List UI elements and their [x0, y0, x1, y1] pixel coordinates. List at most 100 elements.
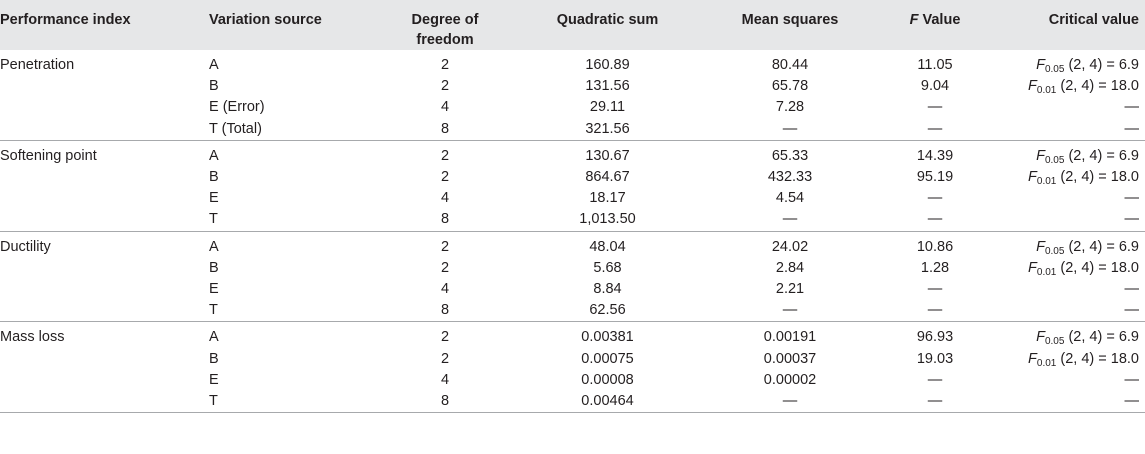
degree-of-freedom-cell: 2	[440, 147, 450, 164]
degree-of-freedom-cell: 2	[440, 238, 450, 255]
performance-index-cell	[0, 391, 205, 413]
f-value-cell: —	[927, 211, 943, 228]
group-penetration: Penetration A 2 160.89 80.44 11.05 F0.05 (2, 4…	[0, 50, 1145, 141]
mean-squares-cell: 0.00037	[763, 350, 817, 367]
critical-value-cell: —	[1124, 302, 1140, 319]
degree-of-freedom-cell: 8	[440, 302, 450, 319]
performance-index-cell: Mass loss	[0, 329, 65, 346]
critical-f-symbol: F	[1036, 57, 1045, 73]
table-row: E (Error) 4 29.11 7.28 — —	[0, 97, 1145, 118]
quadratic-sum-cell: 29.11	[589, 99, 626, 116]
performance-index-cell	[0, 97, 205, 118]
mean-squares-cell: —	[782, 120, 798, 137]
critical-value-cell: F0.01 (2, 4) = 18.0	[990, 349, 1145, 370]
header-variation-source: Variation source	[209, 12, 322, 28]
mean-squares-cell: 80.44	[771, 57, 809, 73]
header-mean-squares: Mean squares	[741, 12, 839, 28]
f-value-cell: —	[927, 99, 943, 116]
critical-value-cell: F0.05 (2, 4) = 6.9	[990, 322, 1145, 349]
critical-value-text: (2, 4) = 6.9	[1064, 329, 1139, 346]
variation-source-cell: B	[209, 259, 219, 276]
quadratic-sum-cell: 321.56	[585, 120, 630, 137]
anova-table: Performance index Variation source Degre…	[0, 0, 1145, 413]
mean-squares-cell: —	[782, 211, 798, 228]
performance-index-cell	[0, 349, 205, 370]
f-value-cell: 96.93	[916, 329, 954, 346]
performance-index-cell	[0, 258, 205, 279]
variation-source-cell: T (Total)	[209, 120, 262, 137]
mean-squares-cell: 0.00191	[763, 329, 817, 346]
critical-f-symbol: F	[1028, 169, 1037, 186]
mean-squares-cell: —	[782, 302, 798, 319]
critical-value-cell: —	[1124, 393, 1140, 410]
degree-of-freedom-cell: 8	[440, 393, 450, 410]
critical-f-symbol: F	[1036, 329, 1045, 346]
performance-index-cell	[0, 188, 205, 209]
f-value-cell: —	[927, 190, 943, 207]
variation-source-cell: B	[209, 350, 219, 367]
quadratic-sum-cell: 0.00008	[581, 371, 634, 388]
quadratic-sum-cell: 864.67	[585, 169, 630, 186]
f-value-cell: 11.05	[917, 57, 953, 73]
header-row: Performance index Variation source Degre…	[0, 0, 1145, 50]
critical-f-symbol: F	[1028, 78, 1037, 95]
quadratic-sum-cell: 0.00381	[581, 329, 634, 346]
degree-of-freedom-cell: 4	[440, 281, 450, 298]
quadratic-sum-cell: 131.56	[585, 78, 630, 95]
critical-value-cell: F0.01 (2, 4) = 18.0	[990, 258, 1145, 279]
group-ductility: Ductility A 2 48.04 24.02 10.86 F0.05 (2, 4) =…	[0, 231, 1145, 322]
mean-squares-cell: 7.28	[775, 99, 805, 116]
table-row: B 2 0.00075 0.00037 19.03 F0.01 (2, 4) = 18.0	[0, 349, 1145, 370]
variation-source-cell: E (Error)	[209, 99, 265, 116]
group-mass-loss: Mass loss A 2 0.00381 0.00191 96.93 F0.05 (2, …	[0, 322, 1145, 413]
f-value-cell: —	[927, 120, 943, 137]
critical-f-symbol: F	[1036, 147, 1045, 164]
critical-value-cell: F0.05 (2, 4) = 6.9	[990, 140, 1145, 167]
performance-index-cell	[0, 209, 205, 231]
table-row: E 4 0.00008 0.00002 — —	[0, 370, 1145, 391]
mean-squares-cell: 2.84	[775, 259, 805, 276]
performance-index-cell	[0, 279, 205, 300]
mean-squares-cell: 24.02	[771, 238, 809, 255]
header-quadratic-sum: Quadratic sum	[556, 12, 659, 28]
table-header: Performance index Variation source Degre…	[0, 0, 1145, 50]
header-f-label: Value	[918, 12, 961, 28]
critical-f-symbol: F	[1028, 350, 1037, 367]
critical-significance-level: 0.05	[1044, 154, 1065, 166]
critical-significance-level: 0.01	[1036, 176, 1057, 188]
mean-squares-cell: 4.54	[775, 190, 805, 207]
table-row: Penetration A 2 160.89 80.44 11.05 F0.05 (2, 4…	[0, 50, 1145, 76]
f-value-cell: 14.39	[916, 147, 954, 164]
critical-value-cell: —	[1124, 120, 1140, 137]
critical-value-cell: F0.01 (2, 4) = 18.0	[990, 167, 1145, 188]
performance-index-cell	[0, 167, 205, 188]
critical-significance-level: 0.05	[1044, 245, 1065, 257]
performance-index-cell	[0, 370, 205, 391]
performance-index-cell	[0, 76, 205, 97]
degree-of-freedom-cell: 8	[440, 120, 450, 137]
quadratic-sum-cell: 0.00464	[581, 393, 634, 410]
table-row: B 2 5.68 2.84 1.28 F0.01 (2, 4) = 18.0	[0, 258, 1145, 279]
header-performance-index: Performance index	[0, 12, 131, 28]
header-f-value: F Value	[880, 0, 990, 50]
variation-source-cell: B	[209, 169, 219, 186]
quadratic-sum-cell: 18.17	[589, 190, 626, 207]
variation-source-cell: A	[209, 238, 219, 255]
critical-significance-level: 0.01	[1036, 266, 1057, 278]
table-row: T (Total) 8 321.56 — — —	[0, 119, 1145, 141]
critical-value-text: (2, 4) = 6.9	[1064, 57, 1139, 73]
variation-source-cell: E	[209, 281, 219, 298]
performance-index-cell: Softening point	[0, 147, 97, 164]
critical-value-text: (2, 4) = 6.9	[1064, 238, 1139, 255]
critical-value-cell: —	[1124, 99, 1140, 116]
quadratic-sum-cell: 0.00075	[581, 350, 634, 367]
performance-index-cell	[0, 119, 205, 141]
variation-source-cell: A	[209, 57, 219, 73]
quadratic-sum-cell: 48.04	[589, 238, 626, 255]
degree-of-freedom-cell: 4	[440, 371, 450, 388]
mean-squares-cell: 432.33	[767, 169, 813, 186]
mean-squares-cell: 2.21	[775, 281, 805, 298]
table-row: B 2 131.56 65.78 9.04 F0.01 (2, 4) = 18.0	[0, 76, 1145, 97]
f-value-cell: 19.03	[916, 350, 954, 367]
critical-value-text: (2, 4) = 18.0	[1056, 350, 1139, 367]
